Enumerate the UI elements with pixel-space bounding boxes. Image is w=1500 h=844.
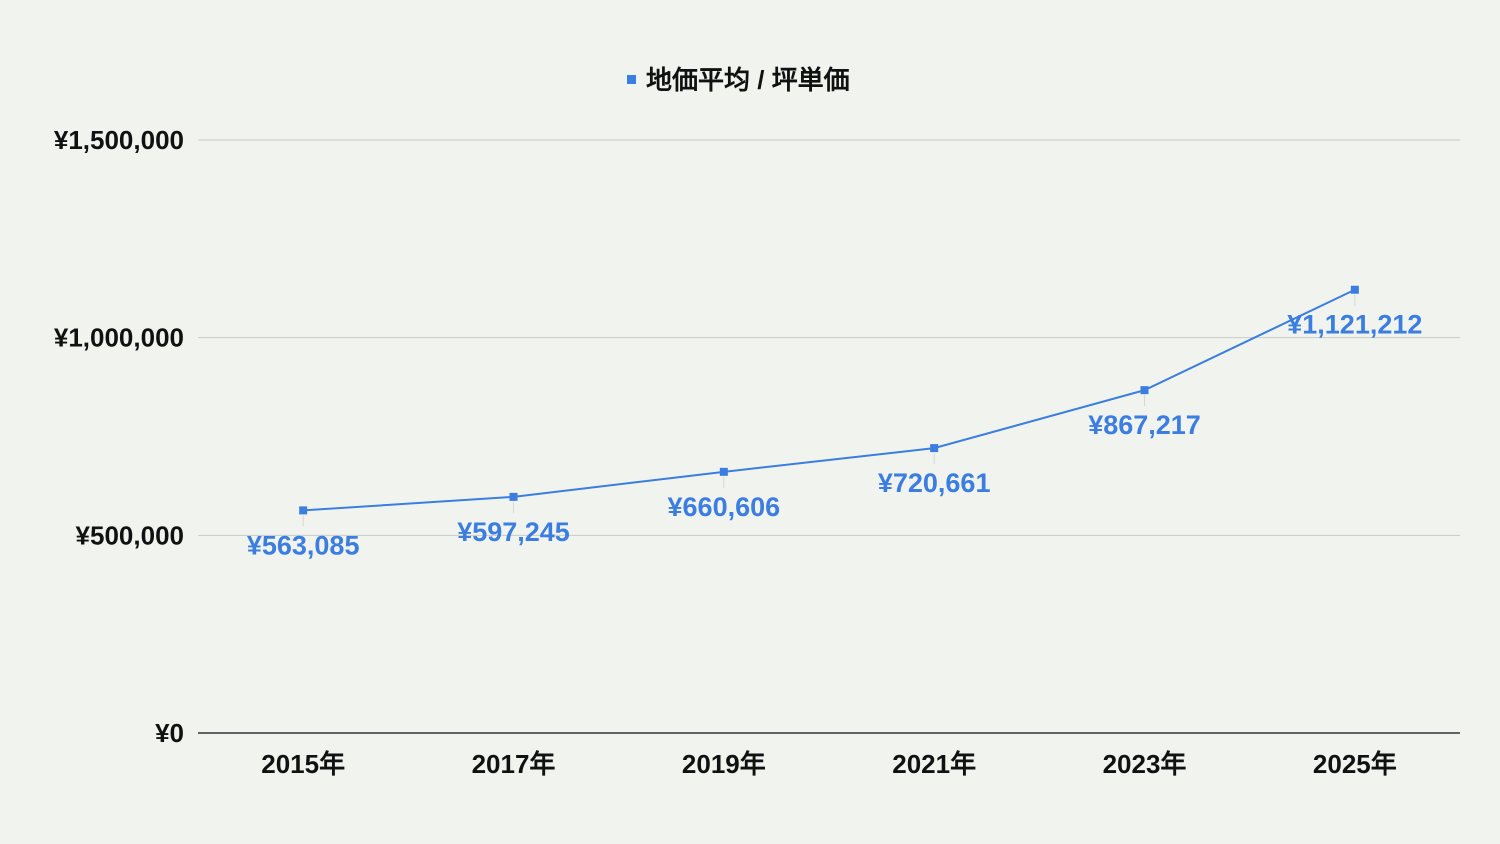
data-point	[719, 467, 728, 476]
data-point	[509, 492, 518, 501]
x-axis-labels: 2015年 2017年 2019年 2021年 2023年 2025年	[261, 749, 1397, 779]
data-label: ¥563,085	[247, 530, 360, 560]
data-label: ¥867,217	[1088, 410, 1201, 440]
data-labels: ¥563,085 ¥597,245 ¥660,606 ¥720,661 ¥867,217…	[247, 310, 1423, 561]
series-line	[303, 288, 1356, 512]
x-tick-label: 2021年	[892, 749, 976, 779]
y-axis-labels: ¥0 ¥500,000 ¥1,000,000 ¥1,500,000	[54, 125, 184, 748]
x-tick-label: 2023年	[1103, 749, 1187, 779]
y-tick-label: ¥1,000,000	[54, 323, 184, 353]
x-tick-label: 2015年	[261, 749, 345, 779]
data-point	[1350, 285, 1359, 294]
data-point	[930, 444, 939, 453]
x-tick-label: 2017年	[472, 749, 556, 779]
data-label: ¥597,245	[457, 517, 570, 547]
data-label: ¥1,121,212	[1287, 310, 1422, 340]
y-tick-label: ¥0	[155, 718, 184, 748]
data-label: ¥660,606	[668, 492, 781, 522]
data-point	[299, 506, 308, 515]
x-tick-label: 2019年	[682, 749, 766, 779]
data-label: ¥720,661	[878, 468, 991, 498]
data-point	[1140, 386, 1149, 395]
series-layer	[299, 285, 1359, 527]
legend-marker	[627, 75, 636, 84]
x-tick-label: 2025年	[1313, 749, 1397, 779]
gridlines	[198, 139, 1460, 734]
y-tick-label: ¥1,500,000	[54, 125, 184, 155]
legend-label: 地価平均 / 坪単価	[646, 65, 850, 95]
y-tick-label: ¥500,000	[76, 520, 184, 550]
legend: 地価平均 / 坪単価	[627, 65, 850, 95]
